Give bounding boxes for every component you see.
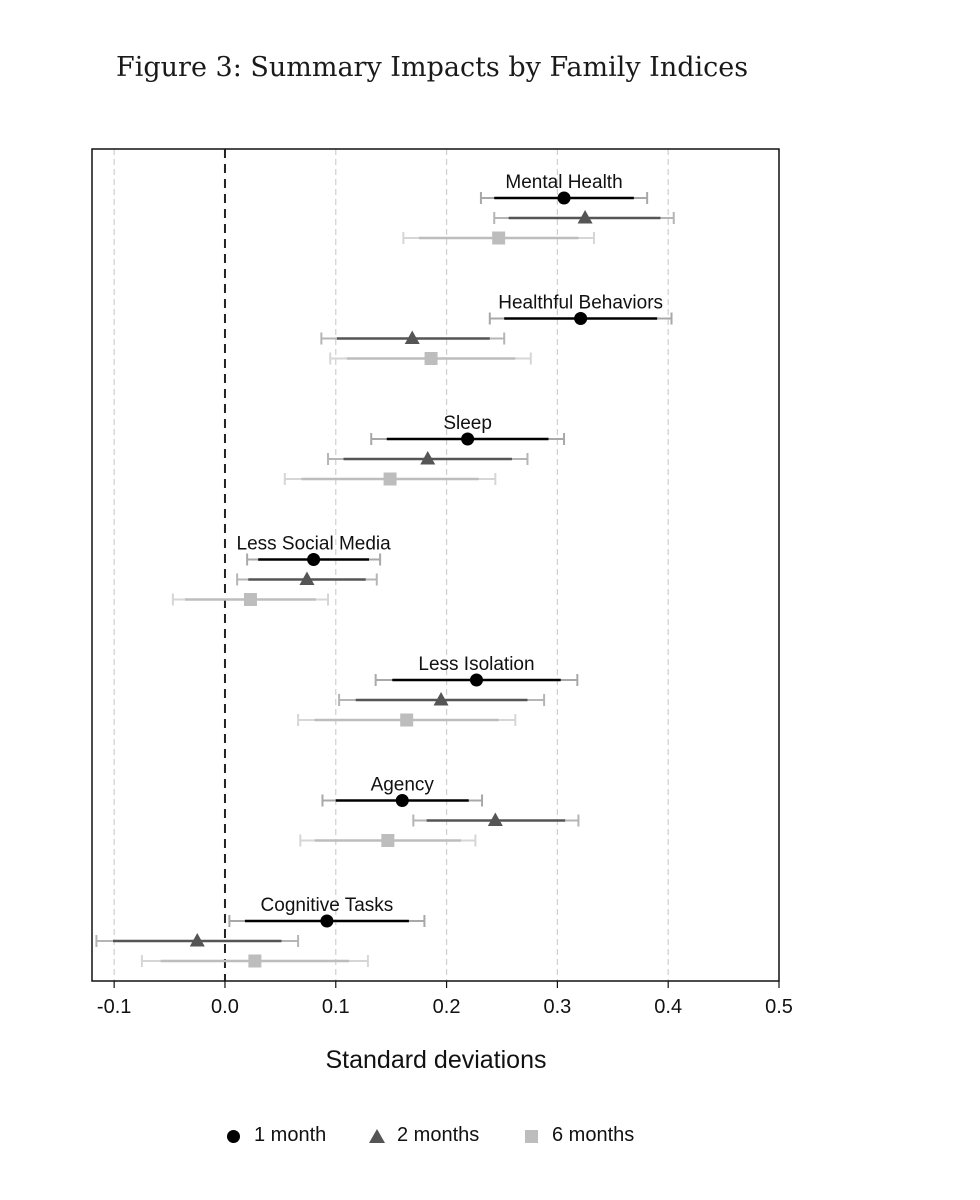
estimate-circle-marker [461,432,475,446]
group-label: Healthful Behaviors [498,293,663,314]
estimate-square-marker [492,231,506,245]
estimate-square-marker [243,593,257,606]
estimate-triangle-marker [420,451,436,465]
estimate-square-marker [424,352,438,365]
estimate-circle-marker [574,312,588,325]
chart-legend: 1 month 2 months 6 months [0,1124,980,1154]
legend-label: 2 months [397,1124,480,1146]
estimate-square-marker [248,954,262,968]
legend-item-2-months: 2 months [369,1124,479,1147]
group-label: Sleep [443,413,492,434]
estimate-square-marker [381,834,395,847]
x-tick-label: 0.0 [211,996,239,1018]
triangle-marker-icon [369,1128,385,1144]
estimate-circle-marker [307,553,321,566]
square-marker-icon [524,1128,540,1144]
estimate-square-marker [400,713,414,727]
estimate-circle-marker [320,914,334,928]
x-tick-label: 0.3 [543,996,571,1018]
group-label: Cognitive Tasks [261,895,394,916]
group-label: Agency [371,775,435,796]
group-label: Less Isolation [418,654,534,675]
x-tick-label: 0.1 [322,996,350,1018]
estimate-circle-marker [557,191,571,205]
estimate-triangle-marker [433,692,449,706]
x-axis-label: Standard deviations [326,1046,547,1074]
x-tick-label: 0.2 [433,996,461,1018]
x-tick-label: 0.5 [765,996,793,1018]
legend-item-1-month: 1 month [226,1124,326,1147]
legend-label: 6 months [552,1124,635,1146]
estimate-triangle-marker [404,330,420,344]
legend-label: 1 month [254,1124,327,1146]
group-label: Mental Health [505,172,622,193]
estimate-circle-marker [395,794,409,807]
estimate-triangle-marker [577,210,593,224]
estimate-triangle-marker [487,812,503,826]
figure-title: Figure 3: Summary Impacts by Family Indi… [116,52,749,83]
legend-item-6-months: 6 months [524,1124,634,1147]
estimate-circle-marker [469,673,483,687]
plot-frame [91,148,780,982]
estimate-triangle-marker [299,571,315,585]
circle-marker-icon [226,1128,242,1144]
x-tick-label: -0.1 [97,996,131,1018]
x-tick-label: 0.4 [654,996,682,1018]
estimate-square-marker [383,472,397,486]
coefficient-plot: -0.1 0.0 0.1 0.2 0.3 0.4 0.5 Standard deviation… [91,148,793,1074]
estimate-triangle-marker [189,933,205,947]
group-label: Less Social Media [237,534,392,555]
